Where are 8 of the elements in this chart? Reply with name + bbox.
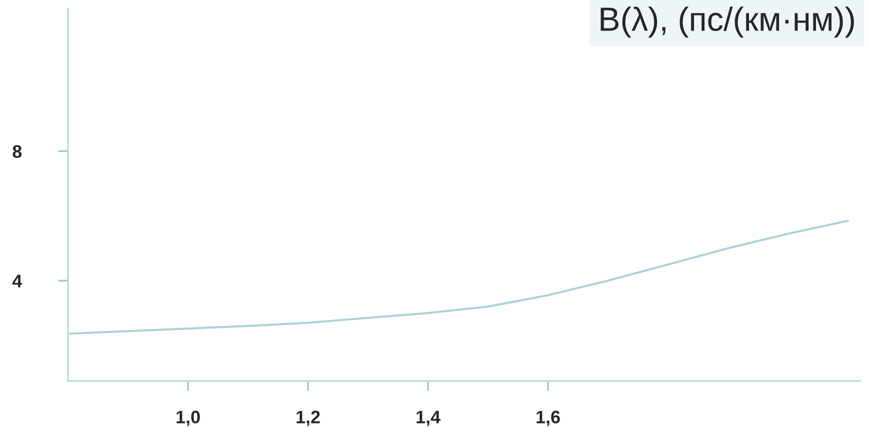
- chart-title: B(λ), (пс/(км·нм)): [600, 6, 854, 38]
- y-tick-label: 4: [12, 274, 22, 288]
- y-tick-label: 8: [12, 145, 22, 158]
- x-tick-label: 1,4: [416, 410, 440, 426]
- line-series: [68, 220, 850, 335]
- x-tick-label: 1,6: [536, 410, 560, 426]
- x-tick-label: 1,0: [176, 410, 200, 426]
- x-tick-label: 1,2: [296, 410, 320, 426]
